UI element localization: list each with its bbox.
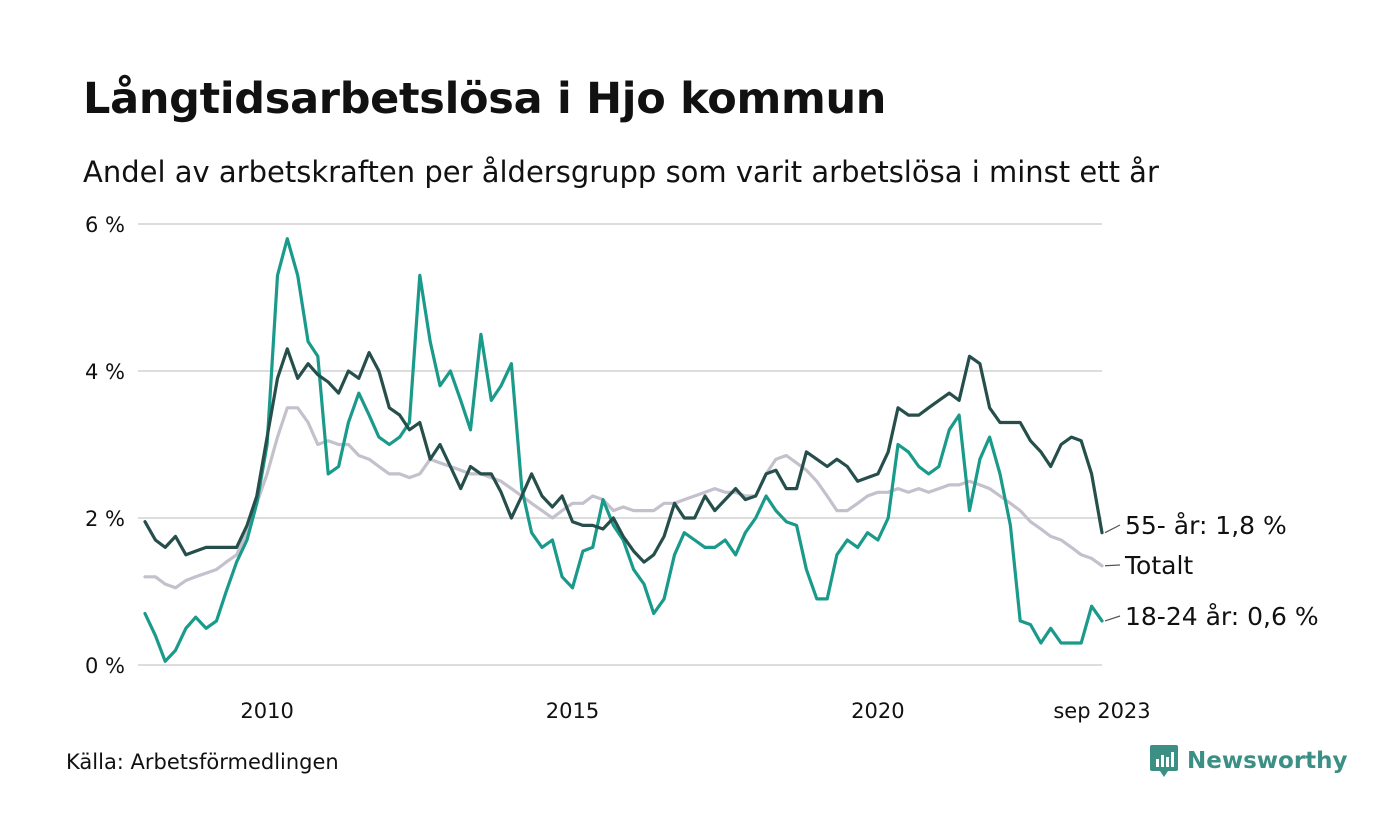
x-tick-label: 2010: [240, 699, 293, 723]
series-end-label: 55- år: 1,8 %: [1125, 511, 1287, 540]
chart-subtitle: Andel av arbetskraften per åldersgrupp s…: [83, 155, 1159, 189]
series-end-label: 18-24 år: 0,6 %: [1125, 602, 1319, 631]
newsworthy-logo-icon: [1150, 745, 1178, 777]
y-tick-label: 4 %: [85, 360, 125, 384]
brand-name: Newsworthy: [1187, 748, 1348, 774]
grid-layer: [138, 223, 1102, 666]
y-tick-label: 6 %: [85, 213, 125, 237]
y-tick-label: 0 %: [85, 654, 125, 678]
source-note: Källa: Arbetsförmedlingen: [66, 750, 339, 774]
x-tick-label: 2020: [851, 699, 904, 723]
series-labels: 55- år: 1,8 % Totalt 18-24 år: 0,6 %: [1104, 511, 1319, 631]
label-leader-line: [1104, 564, 1121, 567]
x-tick-label: 2015: [546, 699, 599, 723]
chart-title: Långtidsarbetslösa i Hjo kommun: [83, 74, 887, 124]
y-tick-label: 2 %: [85, 507, 125, 531]
series-layer: [143, 237, 1104, 663]
x-axis-ticks: 2010 2015 2020 sep 2023: [240, 699, 1150, 723]
line-chart: 0 % 2 % 4 % 6 % 2010 2015 2020 sep 2023 55- år…: [85, 213, 1319, 723]
series-line-55-r: [143, 347, 1104, 564]
brand-logo: Newsworthy: [1149, 744, 1348, 778]
y-axis-ticks: 0 % 2 % 4 % 6 %: [85, 213, 125, 678]
series-line-totalt: [143, 406, 1104, 590]
label-leader-line: [1104, 615, 1121, 622]
series-line-18-24-r: [143, 237, 1104, 663]
series-end-label: Totalt: [1124, 551, 1193, 580]
label-leader-line: [1104, 524, 1121, 534]
x-tick-label: sep 2023: [1053, 699, 1150, 723]
